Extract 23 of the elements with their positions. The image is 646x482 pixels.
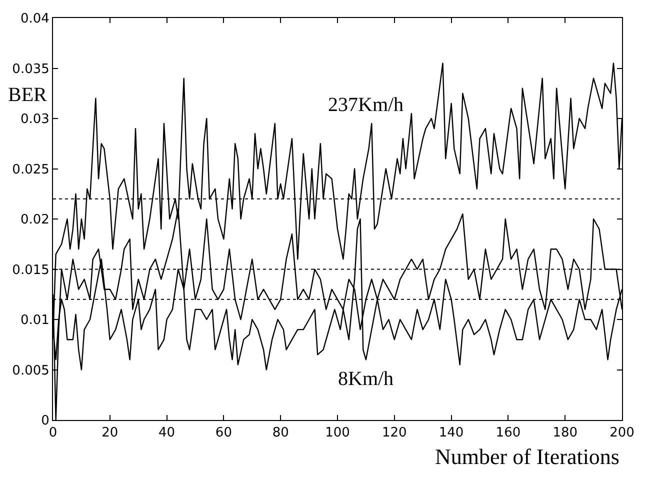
x-axis-title: Number of Iterations xyxy=(435,444,620,469)
x-tick-label: 200 xyxy=(610,426,634,441)
y-tick-label: 0.025 xyxy=(12,162,50,178)
x-tick-label: 80 xyxy=(272,426,289,441)
series-label: 8Km/h xyxy=(338,368,394,390)
x-tick-label: 120 xyxy=(382,426,407,441)
x-tick-label: 140 xyxy=(438,426,464,441)
y-axis-title: BER xyxy=(8,84,48,106)
y-tick-label: 0.03 xyxy=(20,112,50,128)
x-tick-label: 20 xyxy=(102,426,118,441)
x-tick-label: 180 xyxy=(552,426,578,441)
x-tick-label: 60 xyxy=(215,426,232,441)
y-tick-label: 0.04 xyxy=(20,12,50,27)
y-tick-label: 0.005 xyxy=(12,363,50,378)
series-label: 237Km/h xyxy=(328,94,404,116)
y-tick-label: 0.015 xyxy=(12,262,50,278)
y-tick-label: 0 xyxy=(41,414,50,429)
x-tick-label: 160 xyxy=(496,426,521,441)
y-tick-label: 0.02 xyxy=(20,212,50,228)
y-tick-label: 0.01 xyxy=(20,313,50,328)
x-tick-label: 40 xyxy=(158,426,176,441)
x-tick-label: 100 xyxy=(325,426,350,441)
y-tick-label: 0.035 xyxy=(12,62,50,77)
